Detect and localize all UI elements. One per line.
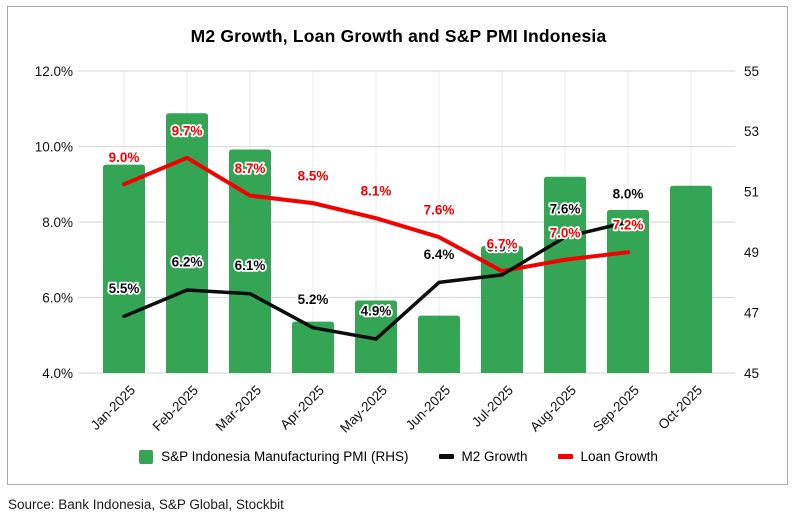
m2-data-label: 4.9% <box>361 304 392 319</box>
loan-data-label: 6.7% <box>487 237 518 252</box>
right-axis-tick-label: 51 <box>744 185 759 200</box>
legend-item-loan: Loan Growth <box>557 449 658 464</box>
pmi-bar <box>418 315 460 373</box>
category-label: Jan-2025 <box>88 383 138 433</box>
right-axis-tick-label: 53 <box>744 124 759 139</box>
pmi-bar <box>670 185 712 373</box>
loan-data-label: 9.7% <box>172 123 203 138</box>
category-label: Mar-2025 <box>213 383 264 434</box>
m2-data-label: 6.4% <box>424 247 455 262</box>
category-label: Jul-2025 <box>469 383 516 430</box>
pmi-bar <box>229 149 271 373</box>
m2-data-label: 5.2% <box>298 292 329 307</box>
loan-data-label: 8.1% <box>361 184 392 199</box>
legend: S&P Indonesia Manufacturing PMI (RHS) M2… <box>0 449 797 464</box>
legend-item-pmi: S&P Indonesia Manufacturing PMI (RHS) <box>139 449 409 464</box>
pmi-bar <box>103 164 145 373</box>
pmi-bar <box>544 176 586 373</box>
m2-growth-line <box>122 220 630 341</box>
loan-data-label: 8.7% <box>235 161 266 176</box>
left-axis-tick-label: 8.0% <box>42 215 73 230</box>
category-label: Aug-2025 <box>527 383 579 435</box>
m2-line-swatch-icon <box>438 454 454 459</box>
legend-label-m2: M2 Growth <box>461 449 528 464</box>
m2-data-label: 6.2% <box>172 254 203 269</box>
left-axis-tick-label: 6.0% <box>42 290 73 305</box>
m2-data-label: 7.6% <box>550 202 581 217</box>
source-note: Source: Bank Indonesia, S&P Global, Stoc… <box>8 497 284 512</box>
left-axis-tick-label: 4.0% <box>42 366 73 381</box>
category-label: Jun-2025 <box>403 383 453 433</box>
chart-title: M2 Growth, Loan Growth and S&P PMI Indon… <box>190 26 607 46</box>
right-axis-tick-label: 45 <box>744 366 759 381</box>
left-axis-tick-label: 12.0% <box>35 64 73 79</box>
loan-data-label: 7.2% <box>613 218 644 233</box>
right-axis-tick-label: 49 <box>744 245 759 260</box>
loan-data-label: 7.6% <box>424 203 455 218</box>
legend-label-loan: Loan Growth <box>580 449 658 464</box>
pmi-bar <box>166 113 208 373</box>
pmi-bar <box>292 321 334 373</box>
loan-line-swatch-icon <box>557 454 573 459</box>
loan-data-label: 9.0% <box>109 150 140 165</box>
category-label: Sep-2025 <box>590 383 642 435</box>
category-label: Apr-2025 <box>277 383 327 433</box>
loan-data-label: 8.5% <box>298 169 329 184</box>
loan-data-label: 7.0% <box>550 225 581 240</box>
legend-label-pmi: S&P Indonesia Manufacturing PMI (RHS) <box>161 449 409 464</box>
m2-data-label: 6.6% <box>487 239 518 254</box>
category-label: Feb-2025 <box>150 383 201 434</box>
pmi-bar <box>607 209 649 373</box>
m2-data-label: 5.5% <box>109 281 140 296</box>
loan-growth-line <box>122 155 630 274</box>
m2-data-label: 8.0% <box>613 187 644 202</box>
category-label: Oct-2025 <box>655 383 705 433</box>
pmi-bar-swatch-icon <box>139 449 154 464</box>
category-label: May-2025 <box>337 383 390 436</box>
legend-item-m2: M2 Growth <box>438 449 528 464</box>
right-axis-tick-label: 47 <box>744 305 759 320</box>
right-axis-tick-label: 55 <box>744 64 759 79</box>
left-axis-tick-label: 10.0% <box>35 139 73 154</box>
m2-data-label: 6.1% <box>235 258 266 273</box>
